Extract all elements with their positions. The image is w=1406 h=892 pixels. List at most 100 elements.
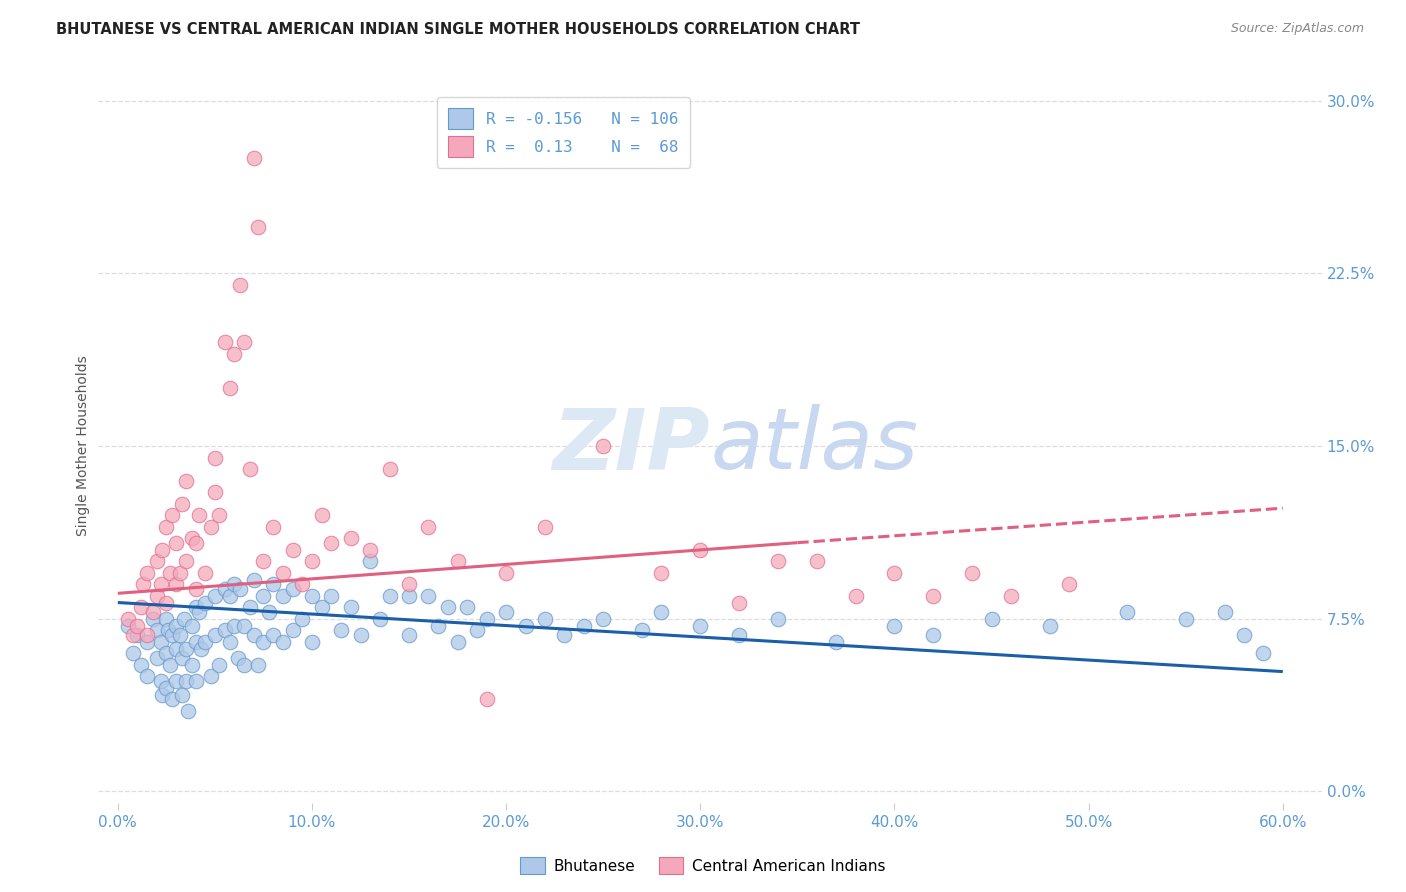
Point	[165, 618, 187, 632]
Point	[233, 657, 256, 672]
Text: BHUTANESE VS CENTRAL AMERICAN INDIAN SINGLE MOTHER HOUSEHOLDS CORRELATION CHART: BHUTANESE VS CENTRAL AMERICAN INDIAN SIN…	[56, 22, 860, 37]
Point	[1213, 605, 1236, 619]
Point	[229, 277, 252, 292]
Point	[592, 439, 614, 453]
Point	[281, 582, 304, 596]
Point	[155, 681, 177, 695]
Point	[157, 623, 180, 637]
Legend: R = -0.156   N = 106, R =  0.13    N =  68: R = -0.156 N = 106, R = 0.13 N = 68	[437, 97, 690, 168]
Point	[122, 628, 145, 642]
Point	[259, 605, 281, 619]
Point	[117, 618, 139, 632]
Point	[553, 628, 575, 642]
Point	[825, 634, 848, 648]
Point	[262, 519, 284, 533]
Point	[155, 595, 177, 609]
Point	[592, 612, 614, 626]
Point	[224, 577, 246, 591]
Point	[194, 566, 217, 580]
Point	[321, 589, 343, 603]
Point	[170, 688, 193, 702]
Point	[155, 519, 177, 533]
Point	[252, 554, 274, 568]
Point	[922, 589, 945, 603]
Point	[271, 566, 294, 580]
Point	[960, 566, 983, 580]
Point	[200, 519, 222, 533]
Point	[806, 554, 828, 568]
Point	[177, 704, 200, 718]
Point	[1233, 628, 1256, 642]
Point	[262, 577, 284, 591]
Point	[246, 220, 269, 235]
Point	[145, 554, 167, 568]
Point	[689, 618, 711, 632]
Point	[262, 628, 284, 642]
Point	[194, 634, 217, 648]
Point	[922, 628, 945, 642]
Point	[170, 497, 193, 511]
Point	[311, 508, 333, 522]
Text: ZIP: ZIP	[553, 404, 710, 488]
Point	[534, 612, 557, 626]
Point	[446, 634, 468, 648]
Point	[1174, 612, 1197, 626]
Point	[214, 582, 236, 596]
Point	[1116, 605, 1139, 619]
Point	[359, 542, 381, 557]
Point	[301, 589, 323, 603]
Point	[136, 628, 159, 642]
Point	[368, 612, 391, 626]
Point	[883, 618, 905, 632]
Point	[214, 623, 236, 637]
Point	[174, 641, 197, 656]
Point	[136, 566, 159, 580]
Point	[495, 566, 517, 580]
Point	[180, 657, 202, 672]
Point	[159, 657, 181, 672]
Point	[122, 646, 145, 660]
Point	[1039, 618, 1062, 632]
Point	[184, 634, 207, 648]
Point	[456, 600, 478, 615]
Point	[145, 589, 167, 603]
Point	[226, 650, 249, 665]
Point	[340, 531, 363, 545]
Point	[291, 577, 314, 591]
Point	[127, 618, 149, 632]
Point	[152, 542, 174, 557]
Point	[650, 605, 672, 619]
Point	[160, 628, 183, 642]
Point	[766, 554, 789, 568]
Point	[155, 646, 177, 660]
Point	[572, 618, 595, 632]
Point	[152, 688, 174, 702]
Point	[214, 335, 236, 350]
Point	[398, 628, 420, 642]
Point	[515, 618, 537, 632]
Point	[174, 673, 197, 688]
Point	[229, 582, 252, 596]
Point	[242, 628, 264, 642]
Point	[169, 628, 191, 642]
Point	[1057, 577, 1080, 591]
Point	[224, 347, 246, 361]
Point	[359, 554, 381, 568]
Point	[169, 566, 191, 580]
Point	[174, 474, 197, 488]
Point	[321, 535, 343, 549]
Point	[204, 450, 226, 465]
Point	[180, 618, 202, 632]
Point	[204, 628, 226, 642]
Point	[246, 657, 269, 672]
Point	[378, 589, 401, 603]
Point	[242, 151, 264, 165]
Point	[145, 650, 167, 665]
Point	[495, 605, 517, 619]
Point	[330, 623, 353, 637]
Point	[142, 612, 165, 626]
Point	[165, 641, 187, 656]
Point	[190, 641, 212, 656]
Point	[239, 462, 262, 476]
Point	[1253, 646, 1275, 660]
